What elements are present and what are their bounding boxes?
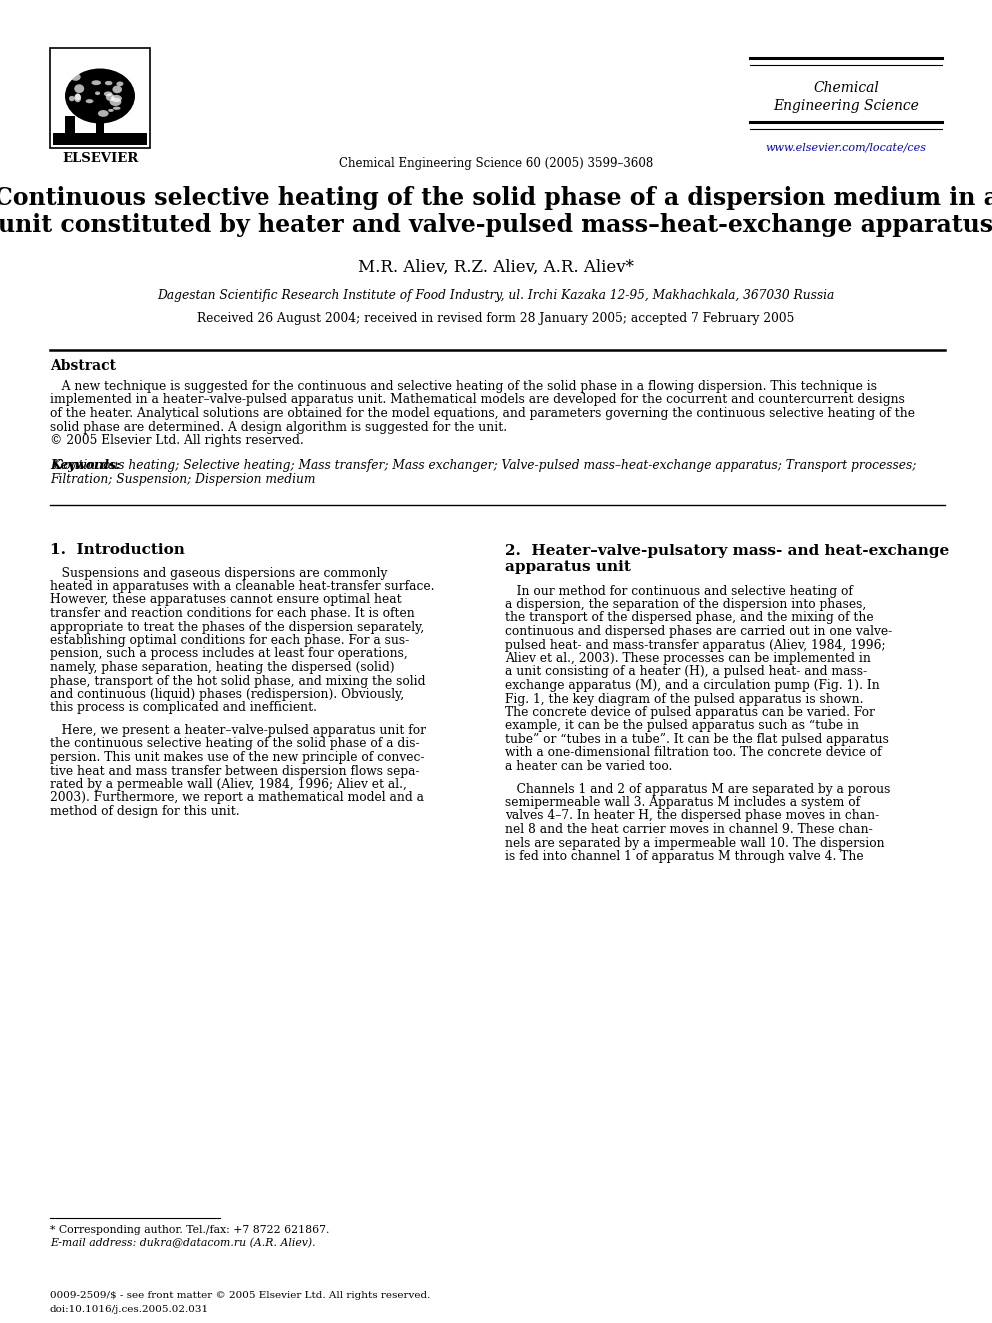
Text: Engineering Science: Engineering Science [773, 99, 919, 112]
Text: transfer and reaction conditions for each phase. It is often: transfer and reaction conditions for eac… [50, 607, 415, 620]
Ellipse shape [108, 108, 114, 112]
Text: 0009-2509/$ - see front matter © 2005 Elsevier Ltd. All rights reserved.: 0009-2509/$ - see front matter © 2005 El… [50, 1291, 431, 1301]
Text: Abstract: Abstract [50, 359, 116, 373]
Text: a unit consisting of a heater (H), a pulsed heat- and mass-: a unit consisting of a heater (H), a pul… [505, 665, 867, 679]
Ellipse shape [111, 95, 122, 102]
Text: In our method for continuous and selective heating of: In our method for continuous and selecti… [505, 585, 853, 598]
Ellipse shape [70, 73, 80, 81]
Text: However, these apparatuses cannot ensure optimal heat: However, these apparatuses cannot ensure… [50, 594, 402, 606]
Text: Keywords:: Keywords: [50, 459, 120, 472]
Ellipse shape [74, 94, 80, 101]
Ellipse shape [95, 91, 100, 95]
Ellipse shape [113, 107, 121, 110]
Ellipse shape [98, 110, 108, 116]
Ellipse shape [91, 81, 101, 85]
Text: pension, such a process includes at least four operations,: pension, such a process includes at leas… [50, 647, 408, 660]
Text: M.R. Aliev, R.Z. Aliev, A.R. Aliev*: M.R. Aliev, R.Z. Aliev, A.R. Aliev* [358, 259, 634, 277]
Text: tube” or “tubes in a tube”. It can be the flat pulsed apparatus: tube” or “tubes in a tube”. It can be th… [505, 733, 889, 746]
Ellipse shape [85, 99, 93, 103]
Text: 1.  Introduction: 1. Introduction [50, 544, 185, 557]
Bar [50, 48, 150, 148]
Text: rated by a permeable wall (Aliev, 1984, 1996; Aliev et al.,: rated by a permeable wall (Aliev, 1984, … [50, 778, 407, 791]
Text: tive heat and mass transfer between dispersion flows sepa-: tive heat and mass transfer between disp… [50, 765, 420, 778]
Text: example, it can be the pulsed apparatus such as “tube in: example, it can be the pulsed apparatus … [505, 720, 859, 733]
Text: Suspensions and gaseous dispersions are commonly: Suspensions and gaseous dispersions are … [50, 566, 387, 579]
Text: unit constituted by heater and valve-pulsed mass–heat-exchange apparatus: unit constituted by heater and valve-pul… [0, 213, 992, 237]
Text: nels are separated by a impermeable wall 10. The dispersion: nels are separated by a impermeable wall… [505, 836, 885, 849]
Text: Aliev et al., 2003). These processes can be implemented in: Aliev et al., 2003). These processes can… [505, 652, 871, 665]
Bar [96, 112, 104, 143]
Text: Continuous heating; Selective heating; Mass transfer; Mass exchanger; Valve-puls: Continuous heating; Selective heating; M… [50, 459, 917, 472]
Text: Channels 1 and 2 of apparatus M are separated by a porous: Channels 1 and 2 of apparatus M are sepa… [505, 782, 891, 795]
Ellipse shape [112, 86, 122, 93]
Text: phase, transport of the hot solid phase, and mixing the solid: phase, transport of the hot solid phase,… [50, 675, 426, 688]
Text: the transport of the dispersed phase, and the mixing of the: the transport of the dispersed phase, an… [505, 611, 874, 624]
Text: * Corresponding author. Tel./fax: +7 8722 621867.: * Corresponding author. Tel./fax: +7 872… [50, 1225, 329, 1234]
Bar [65, 116, 75, 134]
Text: doi:10.1016/j.ces.2005.02.031: doi:10.1016/j.ces.2005.02.031 [50, 1304, 209, 1314]
Ellipse shape [116, 82, 123, 86]
Text: namely, phase separation, heating the dispersed (solid): namely, phase separation, heating the di… [50, 662, 395, 673]
Text: is fed into channel 1 of apparatus M through valve 4. The: is fed into channel 1 of apparatus M thr… [505, 849, 864, 863]
Text: heated in apparatuses with a cleanable heat-transfer surface.: heated in apparatuses with a cleanable h… [50, 579, 434, 593]
Text: Dagestan Scientific Research Institute of Food Industry, ul. Irchi Kazaka 12-95,: Dagestan Scientific Research Institute o… [158, 288, 834, 302]
Text: continuous and dispersed phases are carried out in one valve-: continuous and dispersed phases are carr… [505, 624, 892, 638]
Text: Chemical Engineering Science 60 (2005) 3599–3608: Chemical Engineering Science 60 (2005) 3… [339, 156, 653, 169]
Text: implemented in a heater–valve-pulsed apparatus unit. Mathematical models are dev: implemented in a heater–valve-pulsed app… [50, 393, 905, 406]
Text: 2003). Furthermore, we report a mathematical model and a: 2003). Furthermore, we report a mathemat… [50, 791, 424, 804]
Text: exchange apparatus (M), and a circulation pump (Fig. 1). In: exchange apparatus (M), and a circulatio… [505, 679, 880, 692]
Text: Continuous selective heating of the solid phase of a dispersion medium in a: Continuous selective heating of the soli… [0, 187, 992, 210]
Text: valves 4–7. In heater H, the dispersed phase moves in chan-: valves 4–7. In heater H, the dispersed p… [505, 810, 879, 823]
Ellipse shape [105, 81, 112, 85]
Text: A new technique is suggested for the continuous and selective heating of the sol: A new technique is suggested for the con… [50, 380, 877, 393]
Ellipse shape [69, 95, 74, 102]
Text: solid phase are determined. A design algorithm is suggested for the unit.: solid phase are determined. A design alg… [50, 421, 507, 434]
Text: pulsed heat- and mass-transfer apparatus (Aliev, 1984, 1996;: pulsed heat- and mass-transfer apparatus… [505, 639, 886, 651]
Text: with a one-dimensional filtration too. The concrete device of: with a one-dimensional filtration too. T… [505, 746, 882, 759]
Bar [53, 134, 147, 146]
Text: appropriate to treat the phases of the dispersion separately,: appropriate to treat the phases of the d… [50, 620, 425, 634]
Ellipse shape [104, 91, 112, 97]
Text: persion. This unit makes use of the new principle of convec-: persion. This unit makes use of the new … [50, 751, 425, 763]
Text: the continuous selective heating of the solid phase of a dis-: the continuous selective heating of the … [50, 737, 420, 750]
Text: method of design for this unit.: method of design for this unit. [50, 804, 240, 818]
Text: of the heater. Analytical solutions are obtained for the model equations, and pa: of the heater. Analytical solutions are … [50, 407, 915, 419]
Ellipse shape [65, 69, 135, 123]
Text: establishing optimal conditions for each phase. For a sus-: establishing optimal conditions for each… [50, 634, 410, 647]
Text: Here, we present a heater–valve-pulsed apparatus unit for: Here, we present a heater–valve-pulsed a… [50, 724, 426, 737]
Text: © 2005 Elsevier Ltd. All rights reserved.: © 2005 Elsevier Ltd. All rights reserved… [50, 434, 304, 447]
Text: ELSEVIER: ELSEVIER [62, 152, 138, 165]
Text: Received 26 August 2004; received in revised form 28 January 2005; accepted 7 Fe: Received 26 August 2004; received in rev… [197, 312, 795, 325]
Text: 2.  Heater–valve-pulsatory mass- and heat-exchange: 2. Heater–valve-pulsatory mass- and heat… [505, 544, 949, 557]
Text: The concrete device of pulsed apparatus can be varied. For: The concrete device of pulsed apparatus … [505, 706, 875, 718]
Text: a heater can be varied too.: a heater can be varied too. [505, 759, 673, 773]
Text: www.elsevier.com/locate/ces: www.elsevier.com/locate/ces [766, 143, 927, 153]
Text: a dispersion, the separation of the dispersion into phases,: a dispersion, the separation of the disp… [505, 598, 866, 611]
Text: this process is complicated and inefficient.: this process is complicated and ineffici… [50, 701, 317, 714]
Text: semipermeable wall 3. Apparatus M includes a system of: semipermeable wall 3. Apparatus M includ… [505, 796, 860, 808]
Text: Filtration; Suspension; Dispersion medium: Filtration; Suspension; Dispersion mediu… [50, 474, 315, 486]
Ellipse shape [74, 94, 81, 102]
Text: and continuous (liquid) phases (redispersion). Obviously,: and continuous (liquid) phases (redisper… [50, 688, 405, 701]
Text: Chemical: Chemical [813, 81, 879, 95]
Text: E-mail address: dukra@datacom.ru (A.R. Aliev).: E-mail address: dukra@datacom.ru (A.R. A… [50, 1237, 315, 1248]
Text: nel 8 and the heat carrier moves in channel 9. These chan-: nel 8 and the heat carrier moves in chan… [505, 823, 873, 836]
Ellipse shape [106, 94, 114, 101]
Ellipse shape [74, 85, 84, 93]
Ellipse shape [109, 98, 121, 106]
Text: apparatus unit: apparatus unit [505, 560, 631, 573]
Text: Fig. 1, the key diagram of the pulsed apparatus is shown.: Fig. 1, the key diagram of the pulsed ap… [505, 692, 863, 705]
